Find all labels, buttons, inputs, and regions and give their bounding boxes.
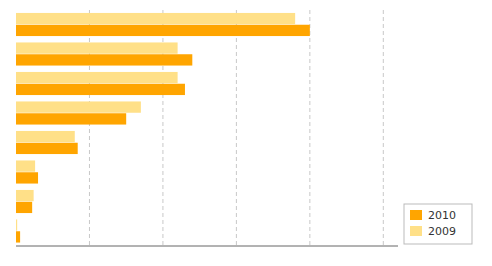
bar bbox=[16, 131, 75, 142]
bar bbox=[16, 113, 126, 124]
bar bbox=[16, 84, 185, 95]
bar bbox=[16, 25, 310, 36]
chart-container: 2010 2009 bbox=[0, 0, 492, 266]
bar bbox=[16, 219, 17, 230]
x-axis-line bbox=[16, 246, 398, 247]
bar bbox=[16, 72, 178, 83]
bar bbox=[16, 143, 78, 154]
bars bbox=[16, 13, 310, 243]
bar bbox=[16, 54, 192, 65]
chart-svg: 2010 2009 bbox=[0, 0, 492, 266]
grid-line bbox=[309, 10, 310, 246]
legend-frame bbox=[404, 204, 472, 244]
bar bbox=[16, 172, 38, 183]
legend-label: 2010 bbox=[428, 209, 456, 222]
legend-swatch bbox=[410, 226, 422, 236]
bar bbox=[16, 202, 32, 213]
bar bbox=[16, 13, 295, 24]
bar bbox=[16, 190, 34, 201]
bar bbox=[16, 42, 178, 53]
bar bbox=[16, 101, 141, 112]
grid-line bbox=[236, 10, 237, 246]
bar bbox=[16, 160, 35, 171]
bar bbox=[16, 231, 20, 242]
grid-line bbox=[383, 10, 384, 246]
legend: 2010 2009 bbox=[404, 204, 472, 244]
legend-swatch bbox=[410, 210, 422, 220]
legend-label: 2009 bbox=[428, 225, 456, 238]
